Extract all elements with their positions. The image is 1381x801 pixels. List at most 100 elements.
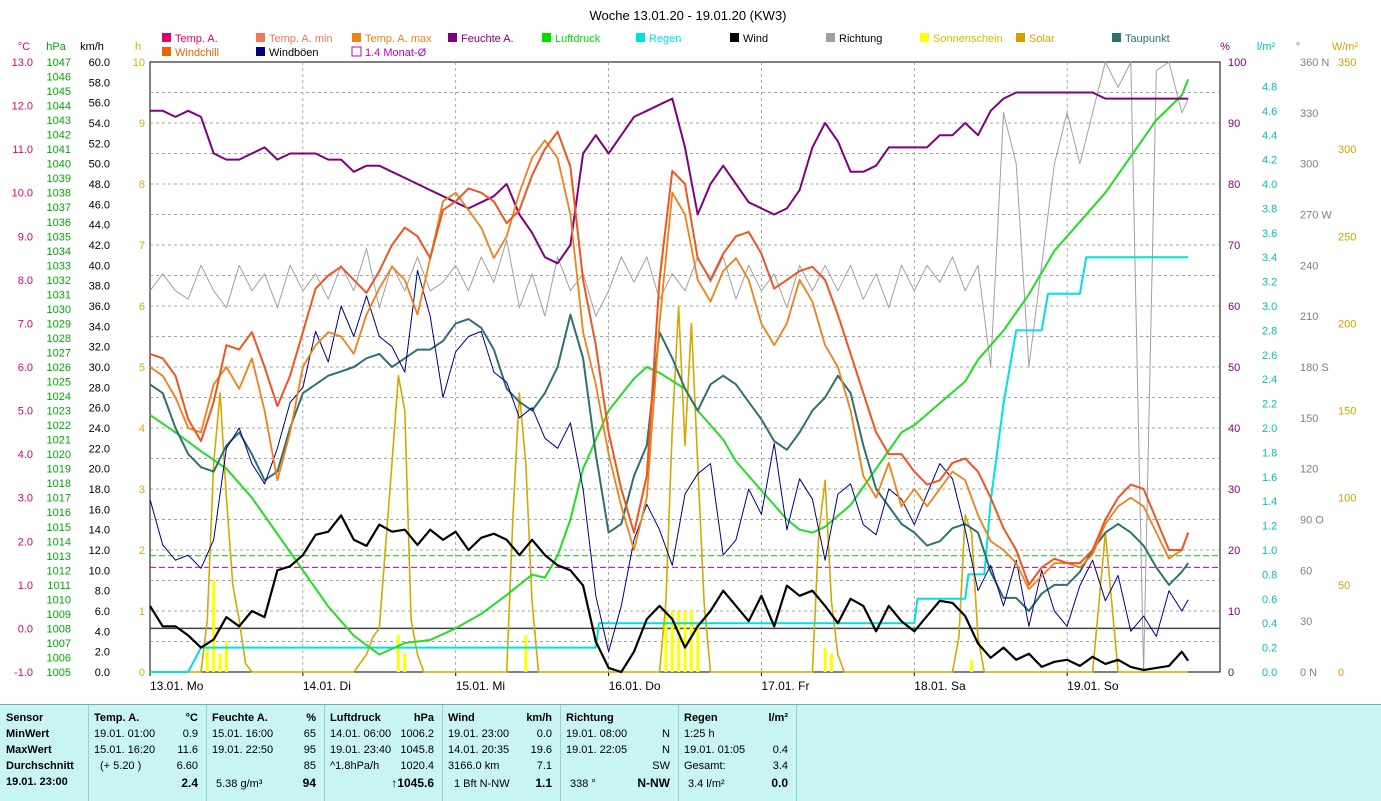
wind-min-time: 19.01. 23:00 xyxy=(448,728,510,740)
tick-pressure: 1046 xyxy=(47,72,71,84)
tick-pressure: 1023 xyxy=(47,406,71,418)
tick-sunshine: 5 xyxy=(139,362,145,374)
tick-pressure: 1027 xyxy=(47,347,71,359)
tick-temp: 10.0 xyxy=(12,188,33,200)
tick-rain: 4.0 xyxy=(1262,179,1277,191)
rain-avg-extra: Gesamt: xyxy=(684,760,726,772)
tick-wind: 44.0 xyxy=(89,220,110,232)
tick-direction: 180 S xyxy=(1300,362,1329,374)
sunshine-bar xyxy=(664,611,668,672)
tick-wind: 42.0 xyxy=(89,240,110,252)
tick-humidity: 50 xyxy=(1228,362,1240,374)
tick-wind: 0.0 xyxy=(95,667,110,679)
rain-now-value: 0.0 xyxy=(771,776,788,790)
tick-humidity: 20 xyxy=(1228,545,1240,557)
stats-wind-column: Wind km/h 19.01. 23:00 0.0 14.01. 20:35 … xyxy=(442,705,561,801)
tick-pressure: 1024 xyxy=(47,391,71,403)
rain-unit: l/m² xyxy=(768,712,788,724)
tick-humidity: 100 xyxy=(1228,57,1246,69)
tick-temp: 13.0 xyxy=(12,57,33,69)
x-tick-label: 14.01. Di xyxy=(303,679,351,693)
humidity-avg-value: 85 xyxy=(303,760,316,772)
tick-rain: 2.4 xyxy=(1262,374,1277,386)
legend-swatch xyxy=(1016,33,1025,42)
wind-avg-extra: 3166.0 km xyxy=(448,760,500,772)
axes: °C hPa km/h h% l/m² ° W/m²13.012.011.010.09.08… xyxy=(12,41,1359,693)
tick-direction: 90 O xyxy=(1300,515,1324,527)
tick-wind: 30.0 xyxy=(89,362,110,374)
tick-pressure: 1013 xyxy=(47,551,71,563)
direction-header: Richtung xyxy=(566,712,614,724)
sunshine-bar xyxy=(212,580,216,672)
humidity-header: Feuchte A. xyxy=(212,712,268,724)
direction-max-time: 19.01. 22:05 xyxy=(566,744,628,756)
stats-avg-label: Durchschnitt xyxy=(6,760,74,772)
humidity-now-value: 94 xyxy=(302,776,316,790)
tick-pressure: 1043 xyxy=(47,115,71,127)
tick-temp: 4.0 xyxy=(18,449,33,461)
tick-pressure: 1042 xyxy=(47,130,71,142)
tick-wind: 36.0 xyxy=(89,301,110,313)
tick-rain: 2.2 xyxy=(1262,399,1277,411)
tick-humidity: 10 xyxy=(1228,606,1240,618)
tick-pressure: 1015 xyxy=(47,522,71,534)
series-luftdruck xyxy=(149,79,1190,656)
legend-swatch xyxy=(352,33,361,42)
x-tick-label: 13.01. Mo xyxy=(150,679,204,693)
tick-sunshine: 9 xyxy=(139,118,145,130)
x-tick-label: 17.01. Fr xyxy=(761,679,809,693)
tick-direction: 360 N xyxy=(1300,57,1329,69)
tick-pressure: 1028 xyxy=(47,333,71,345)
tick-solar: 100 xyxy=(1338,493,1356,505)
tick-wind: 40.0 xyxy=(89,260,110,272)
pressure-min-value: 1006.2 xyxy=(400,728,434,740)
tick-rain: 1.6 xyxy=(1262,472,1277,484)
pressure-max-value: 1045.8 xyxy=(400,744,434,756)
legend-swatch xyxy=(542,33,551,42)
tick-pressure: 1011 xyxy=(47,580,71,592)
tick-wind: 52.0 xyxy=(89,138,110,150)
series-feuchte-a xyxy=(150,91,1189,265)
temp-header: Temp. A. xyxy=(94,712,140,724)
x-tick-label: 16.01. Do xyxy=(609,679,661,693)
tick-pressure: 1033 xyxy=(47,260,71,272)
tick-wind: 24.0 xyxy=(89,423,110,435)
tick-wind: 56.0 xyxy=(89,98,110,110)
tick-direction: 330 xyxy=(1300,108,1318,120)
chart-title: Woche 13.01.20 - 19.01.20 (KW3) xyxy=(589,8,786,23)
tick-solar: 300 xyxy=(1338,144,1356,156)
legend-swatch xyxy=(256,47,265,56)
legend-label: Temp. A. xyxy=(175,33,218,45)
tick-rain: 4.6 xyxy=(1262,106,1277,118)
tick-wind: 58.0 xyxy=(89,77,110,89)
legend-swatch xyxy=(162,47,171,56)
tick-temp: 8.0 xyxy=(18,275,33,287)
sunshine-bar xyxy=(224,641,228,672)
tick-pressure: 1047 xyxy=(47,57,71,69)
series-richtung xyxy=(149,61,1189,673)
rain-max-time: 19.01. 01:05 xyxy=(684,744,746,756)
sunshine-bar xyxy=(696,623,700,672)
direction-now-extra: 338 ° xyxy=(570,778,596,790)
temp-now-value: 2.4 xyxy=(181,776,198,790)
tick-rain: 0.6 xyxy=(1262,594,1277,606)
tick-rain: 4.2 xyxy=(1262,155,1277,167)
pressure-unit: hPa xyxy=(413,712,434,724)
tick-pressure: 1019 xyxy=(47,464,71,476)
tick-humidity: 40 xyxy=(1228,423,1240,435)
tick-rain: 2.0 xyxy=(1262,423,1277,435)
tick-direction: 120 xyxy=(1300,464,1318,476)
tick-sunshine: 10 xyxy=(133,57,145,69)
tick-solar: 0 xyxy=(1338,667,1344,679)
tick-sunshine: 7 xyxy=(139,240,145,252)
plot-area xyxy=(149,61,1190,674)
tick-pressure: 1038 xyxy=(47,188,71,200)
tick-wind: 50.0 xyxy=(89,159,110,171)
rain-header: Regen xyxy=(684,712,718,724)
tick-pressure: 1025 xyxy=(47,377,71,389)
stats-sensor-header: Sensor xyxy=(6,712,44,724)
stats-sensor-column: Sensor MinWert MaxWert Durchschnitt 19.0… xyxy=(0,705,89,801)
pressure-avg-value: 1020.4 xyxy=(400,760,434,772)
wind-min-value: 0.0 xyxy=(536,728,552,740)
axis-unit-solar: W/m² xyxy=(1332,41,1359,53)
